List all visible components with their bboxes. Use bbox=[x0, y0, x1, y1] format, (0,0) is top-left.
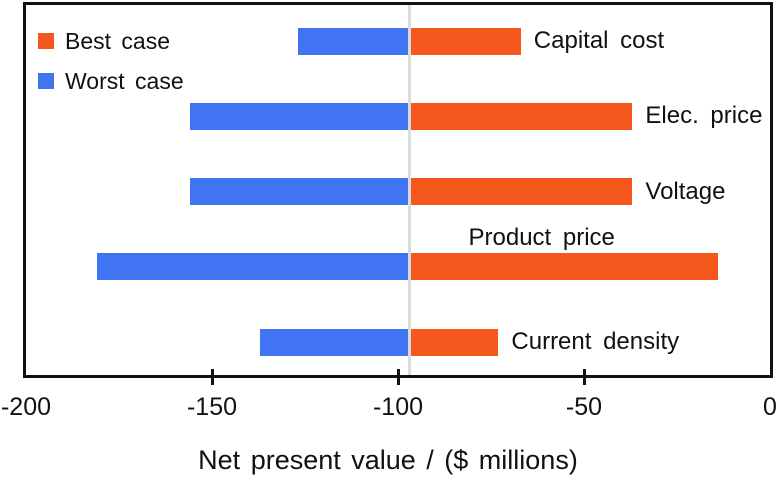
best-case-swatch-icon bbox=[38, 33, 54, 49]
baseline-gridline bbox=[407, 5, 411, 375]
worst-case-bar bbox=[189, 178, 410, 205]
x-axis-tick-label: -100 bbox=[372, 393, 424, 421]
x-axis-tick-label: -200 bbox=[0, 393, 52, 421]
x-axis-tick bbox=[582, 369, 586, 385]
category-label: Capital cost bbox=[533, 27, 665, 54]
best-case-bar bbox=[409, 178, 633, 205]
best-case-bar bbox=[409, 253, 718, 281]
legend: Best case Worst case bbox=[38, 25, 184, 105]
x-axis-tick-label: -50 bbox=[565, 393, 603, 421]
best-case-bar bbox=[409, 102, 633, 130]
worst-case-bar bbox=[96, 253, 410, 281]
category-label: Current density bbox=[511, 328, 680, 355]
worst-case-bar bbox=[189, 102, 410, 130]
legend-item-best-case: Best case bbox=[38, 25, 184, 57]
category-label: Voltage bbox=[645, 177, 726, 205]
worst-case-bar bbox=[260, 328, 410, 356]
worst-case-bar bbox=[297, 27, 410, 55]
x-axis-tick bbox=[396, 369, 400, 385]
legend-item-worst-case: Worst case bbox=[38, 65, 184, 97]
x-axis-tick-label: -150 bbox=[186, 393, 238, 421]
legend-label-worst-case: Worst case bbox=[65, 67, 184, 94]
category-label: Product price bbox=[468, 224, 615, 252]
x-axis-title: Net present value / ($ millions) bbox=[198, 445, 578, 475]
x-axis-tick-label: 0 bbox=[763, 393, 776, 421]
legend-label-best-case: Best case bbox=[65, 27, 170, 54]
best-case-bar bbox=[409, 27, 521, 55]
worst-case-swatch-icon bbox=[38, 73, 54, 89]
best-case-bar bbox=[409, 328, 499, 356]
x-axis-tick bbox=[210, 369, 214, 385]
category-label: Elec. price bbox=[645, 102, 763, 130]
